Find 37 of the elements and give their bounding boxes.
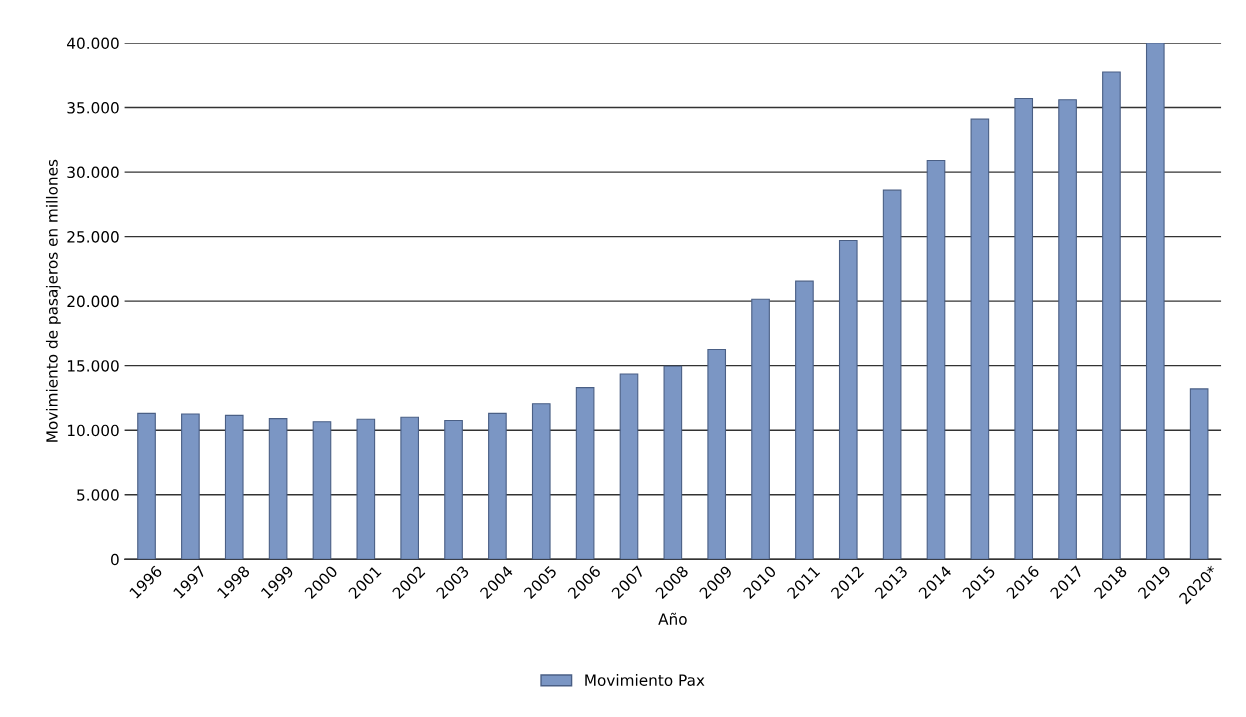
bar xyxy=(619,373,639,560)
bar xyxy=(400,416,420,560)
bar xyxy=(224,414,244,560)
bar xyxy=(795,280,814,560)
bar xyxy=(970,118,990,560)
bar xyxy=(531,403,551,560)
bar xyxy=(1189,388,1209,560)
bar xyxy=(312,421,332,560)
y-tick-label: 20.000 xyxy=(67,295,119,308)
bar xyxy=(575,387,595,560)
bar xyxy=(181,413,200,560)
x-axis-title: Año xyxy=(658,612,687,625)
bar xyxy=(1014,97,1034,560)
y-tick-label: 5.000 xyxy=(77,489,119,501)
bar xyxy=(268,418,288,560)
bar xyxy=(356,418,376,560)
y-axis-title: Movimiento de pasajeros en millones xyxy=(45,159,61,442)
y-tick-label: 0 xyxy=(111,553,119,566)
bar xyxy=(882,189,902,560)
y-tick-label: 35.000 xyxy=(67,102,119,114)
y-tick-label: 25.000 xyxy=(67,231,119,243)
bar xyxy=(663,365,683,560)
bar xyxy=(444,419,463,560)
y-tick-label: 40.000 xyxy=(67,37,119,50)
bar xyxy=(137,412,156,560)
bar xyxy=(751,298,770,560)
y-tick-label: 30.000 xyxy=(67,166,119,179)
bar xyxy=(1102,71,1121,560)
bar xyxy=(707,348,727,560)
bar xyxy=(1058,99,1077,560)
bar xyxy=(838,239,858,560)
legend-label: Movimiento Pax xyxy=(585,674,705,686)
bar xyxy=(1145,43,1165,560)
bar xyxy=(488,412,507,560)
bar xyxy=(926,159,946,560)
y-tick-label: 15.000 xyxy=(67,360,119,372)
y-tick-label: 10.000 xyxy=(67,424,119,437)
